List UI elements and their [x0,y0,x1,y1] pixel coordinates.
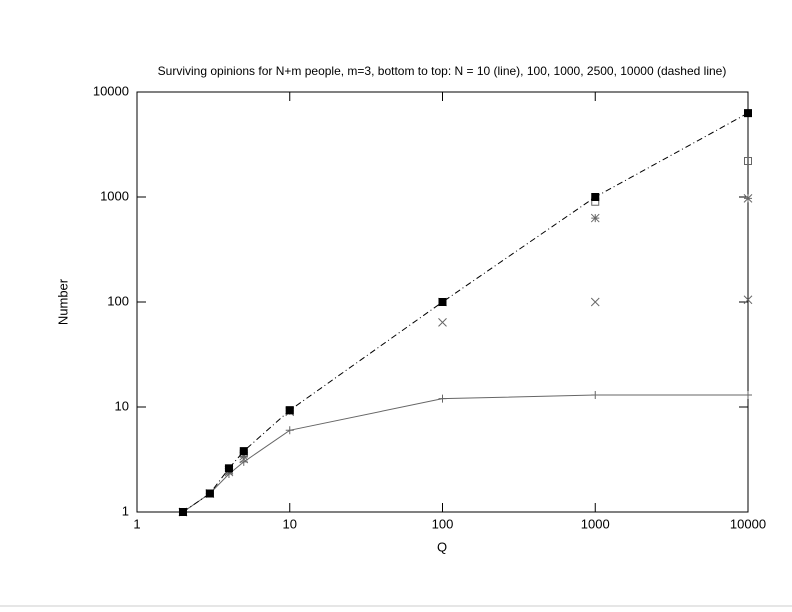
point-marker [285,426,294,435]
y-tick-label: 10 [115,398,129,413]
point-marker [590,213,600,223]
point-marker [285,406,294,415]
series-line [182,112,749,513]
x-tick-label: 100 [432,516,454,531]
point-marker [205,489,214,498]
x-tick-label: 1000 [581,516,610,531]
x-axis-label: Q [437,539,447,554]
x-tick-label: 10000 [730,516,766,531]
y-tick-label: 10000 [93,83,129,98]
point-marker [744,157,752,166]
y-tick-label: 1000 [100,188,129,203]
series-line [182,394,748,513]
point-marker [591,193,600,201]
y-axis-label: Number [55,278,70,325]
point-marker [239,451,249,461]
point-marker [591,391,600,400]
point-marker [438,394,447,403]
point-marker [224,464,233,473]
point-marker [178,508,187,516]
chart-title: Surviving opinions for N+m people, m=3, … [158,64,727,78]
point-marker [239,447,248,456]
point-marker [743,194,753,203]
x-tick-label: 10 [283,516,297,531]
point-marker [438,317,447,327]
point-marker [744,391,752,400]
point-marker [590,297,600,307]
point-marker [438,298,447,306]
point-marker [743,295,753,305]
y-tick-label: 100 [107,293,129,308]
x-tick-label: 1 [133,516,140,531]
point-marker [744,109,752,118]
y-tick-label: 1 [122,503,129,518]
